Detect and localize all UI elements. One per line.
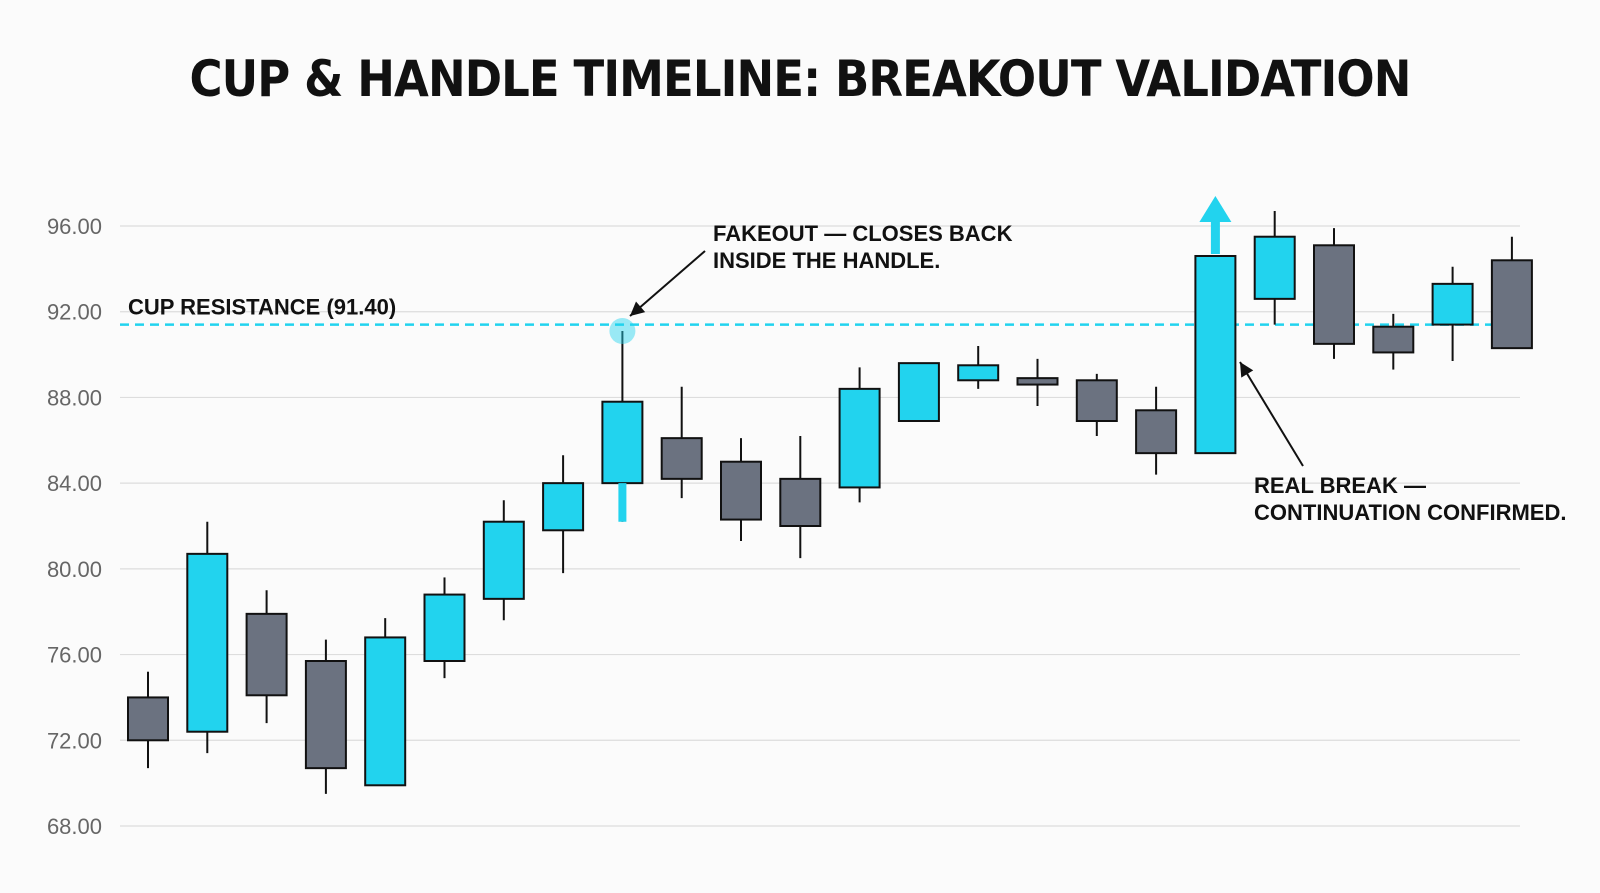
y-tick-label: 96.00 bbox=[47, 214, 102, 239]
candle bbox=[660, 386, 703, 499]
fakeout-arrow-line bbox=[629, 250, 706, 317]
candle-body bbox=[660, 437, 703, 480]
candle bbox=[779, 436, 822, 559]
candle-body bbox=[1135, 409, 1178, 455]
candle bbox=[1431, 266, 1474, 361]
candle bbox=[1135, 386, 1178, 475]
candle-body bbox=[423, 593, 466, 662]
candle-body bbox=[1253, 235, 1296, 300]
real-break-note-line: CONTINUATION CONFIRMED. bbox=[1254, 500, 1566, 525]
candle bbox=[245, 590, 288, 724]
y-tick-label: 84.00 bbox=[47, 471, 102, 496]
candle bbox=[482, 500, 525, 621]
fakeout-wick-highlight bbox=[609, 318, 636, 344]
fakeout-note-line: INSIDE THE HANDLE. bbox=[713, 248, 940, 273]
candle-body bbox=[1313, 244, 1355, 345]
candle-body bbox=[1431, 282, 1474, 326]
candle-body bbox=[957, 364, 1000, 382]
candle-body bbox=[127, 696, 169, 742]
real-break-arrow-line bbox=[1239, 361, 1304, 467]
chart-title: CUP & HANDLE TIMELINE: BREAKOUT VALIDATI… bbox=[189, 50, 1412, 108]
candle-body bbox=[364, 636, 407, 787]
breakout-up-arrow-head bbox=[1199, 196, 1232, 222]
candle bbox=[1016, 358, 1059, 406]
candle-body bbox=[779, 477, 822, 528]
y-tick-label: 72.00 bbox=[47, 728, 102, 753]
real-break-arrow-head bbox=[1240, 362, 1254, 378]
candle-body bbox=[542, 482, 585, 532]
candle-body bbox=[1016, 377, 1059, 386]
candle-body bbox=[1372, 325, 1415, 354]
candle bbox=[601, 331, 644, 522]
candle bbox=[127, 671, 169, 769]
candle-body bbox=[1194, 255, 1237, 455]
candle bbox=[542, 455, 585, 574]
y-tick-label: 68.00 bbox=[47, 814, 102, 839]
candle-body bbox=[304, 660, 347, 770]
candle bbox=[1313, 228, 1355, 359]
resistance-layer: CUP RESISTANCE (91.40) bbox=[120, 295, 1520, 326]
candle-body bbox=[897, 362, 940, 422]
candle bbox=[897, 362, 940, 422]
candle bbox=[1253, 211, 1296, 325]
candle bbox=[186, 521, 229, 754]
candle-body bbox=[1075, 379, 1118, 422]
candle-body bbox=[1490, 259, 1533, 350]
candle bbox=[423, 577, 466, 679]
y-tick-label: 76.00 bbox=[47, 643, 102, 668]
candle-body bbox=[838, 387, 881, 489]
grid-layer: 68.00 72.00 76.00 80.00 84.00 88.00 92.00 96.00 bbox=[47, 214, 1520, 839]
y-tick-label: 80.00 bbox=[47, 557, 102, 582]
candle-body bbox=[482, 520, 525, 600]
candle bbox=[364, 618, 407, 787]
candle-layer bbox=[127, 211, 1533, 794]
resistance-label: CUP RESISTANCE (91.40) bbox=[128, 295, 396, 320]
candle bbox=[720, 438, 762, 541]
candle bbox=[838, 367, 881, 503]
candle-body bbox=[601, 400, 644, 485]
y-tick-label: 88.00 bbox=[47, 385, 102, 410]
candle bbox=[957, 346, 1000, 389]
real-break-note-line: REAL BREAK — bbox=[1254, 473, 1426, 498]
candle bbox=[304, 639, 347, 794]
candle bbox=[1075, 373, 1118, 436]
y-tick-label: 92.00 bbox=[47, 300, 102, 325]
fakeout-arrow-head bbox=[630, 301, 646, 316]
fakeout-note-line: FAKEOUT — CLOSES BACK bbox=[713, 221, 1013, 246]
candle-body bbox=[245, 612, 288, 697]
candle bbox=[1490, 236, 1533, 350]
candle-body bbox=[186, 552, 229, 733]
candle-body bbox=[720, 460, 762, 521]
candle bbox=[1194, 255, 1237, 455]
candle bbox=[1372, 313, 1415, 370]
